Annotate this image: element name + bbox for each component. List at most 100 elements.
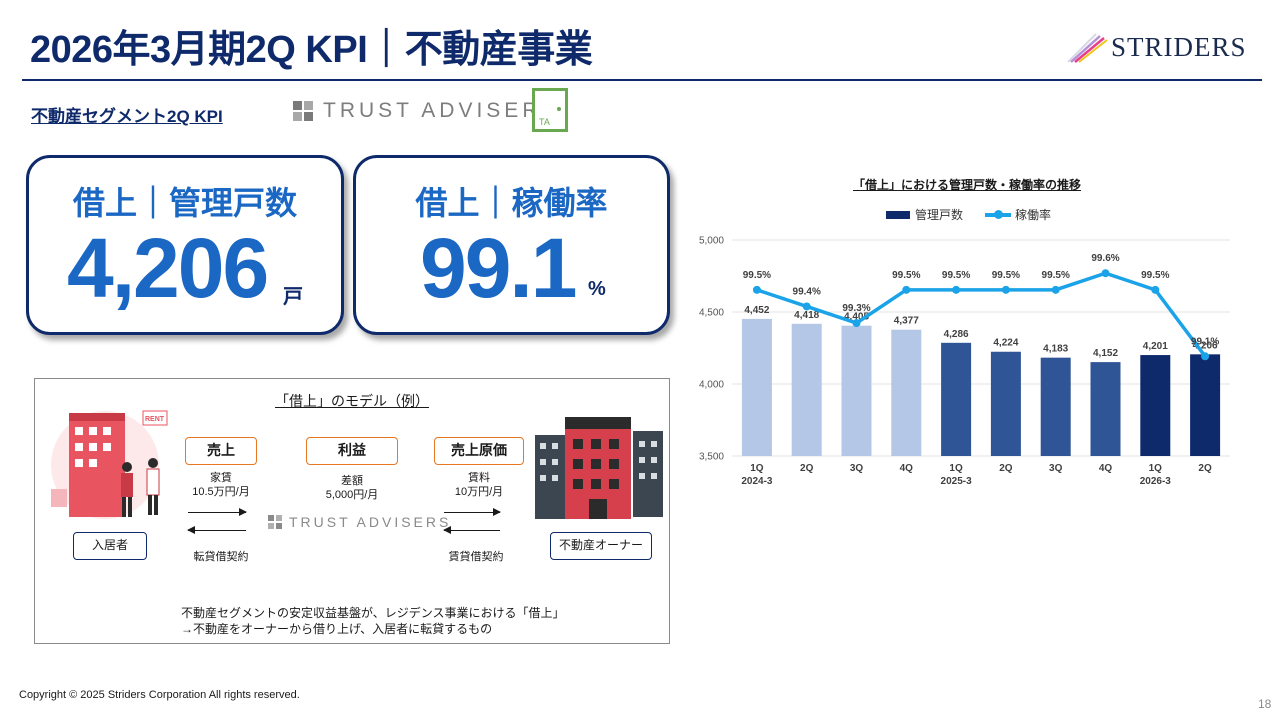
tenant-box: 入居者: [73, 532, 147, 560]
sales-note: 家賃 10.5万円/月: [192, 472, 250, 498]
ta-door-logo: TA: [532, 88, 568, 132]
y-tick-label: 5,000: [699, 236, 724, 247]
bar-value-label: 4,183: [1043, 344, 1068, 355]
kpi-label: 借上｜稼働率: [415, 185, 608, 221]
model-ta-logo: TRUST ADVISERS: [268, 514, 451, 530]
bar: [1190, 354, 1221, 456]
occupancy-point: [1201, 352, 1210, 361]
occupancy-point: [1101, 269, 1110, 278]
profit-note: 差額 5,000円/月: [325, 475, 379, 501]
legend-occupancy-label: 稼働率: [1015, 208, 1052, 222]
trust-advisers-mark-icon: [293, 101, 313, 121]
bar: [1040, 357, 1071, 456]
profit-box: 利益: [306, 437, 398, 465]
x-tick-label: 1Q: [750, 463, 764, 474]
trust-advisers-mark-icon: [268, 515, 282, 529]
bar: [891, 329, 922, 456]
bar: [1140, 355, 1171, 456]
bar-value-label: 4,152: [1093, 348, 1118, 359]
trust-advisers-text: TRUST ADVISERS: [323, 99, 560, 122]
model-ta-text: TRUST ADVISERS: [289, 514, 452, 530]
x-period-label: 2026-3: [1140, 476, 1172, 487]
kpi-value: 99.1: [420, 221, 577, 315]
chart-legend: 管理戸数 稼働率: [886, 206, 1051, 223]
sublease-arrow: [187, 526, 246, 534]
x-tick-label: 4Q: [900, 463, 914, 474]
x-tick-label: 2Q: [1198, 463, 1212, 474]
kpi-label: 借上｜管理戸数: [72, 185, 297, 221]
occupancy-point: [1051, 285, 1060, 294]
bar: [941, 342, 972, 456]
lease-arrow: [443, 526, 500, 534]
cost-box: 売上原価: [434, 437, 524, 465]
kpi-card-units: 借上｜管理戸数 4,206 戸: [26, 155, 344, 335]
model-note: 不動産セグメントの安定収益基盤が、レジデンス事業における「借上」 →不動産をオー…: [181, 606, 565, 636]
occupancy-point: [1151, 285, 1160, 294]
kpi-card-occupancy: 借上｜稼働率 99.1 %: [353, 155, 670, 335]
kpi-unit: %: [588, 278, 606, 300]
bar: [1090, 362, 1121, 456]
bar-value-label: 4,405: [844, 312, 869, 323]
occupancy-line: [756, 271, 1207, 358]
bar-value-label: 4,206: [1193, 340, 1218, 351]
title-divider: [22, 79, 1262, 81]
occupancy-label: 99.6%: [1091, 253, 1119, 264]
occupancy-point: [1001, 285, 1010, 294]
chart-title: 「借上」における管理戸数・稼働率の推移: [853, 178, 1082, 192]
occupancy-label: 99.5%: [1042, 270, 1070, 281]
x-tick-label: 2Q: [999, 463, 1013, 474]
bar-value-label: 4,452: [744, 305, 769, 316]
x-tick-label: 2Q: [800, 463, 814, 474]
sublease-model-panel: 「借上」のモデル（例） RENT 売上 利益 売上原価 家賃 10.5万円/月 …: [34, 378, 670, 644]
y-tick-label: 4,000: [699, 380, 724, 391]
bar: [841, 325, 872, 456]
x-tick-label: 1Q: [1149, 463, 1163, 474]
legend-line-swatch: [985, 209, 1012, 219]
tenant-illustration-icon: RENT: [51, 410, 168, 519]
kpi-unit: 戸: [283, 286, 303, 308]
bar: [741, 318, 772, 456]
occupancy-point: [802, 302, 811, 311]
units-occupancy-chart: 5,000 4,500 4,000 3,500 4,452 4,418 4,405 4,377…: [699, 236, 1230, 487]
x-period-label: 2024-3: [741, 476, 773, 487]
segment-heading: 不動産セグメント2Q KPI: [31, 107, 223, 126]
legend-bar-swatch: [886, 210, 910, 219]
occupancy-label: 99.5%: [743, 270, 771, 281]
legend-units-label: 管理戸数: [915, 208, 964, 222]
occupancy-label: 99.5%: [942, 270, 970, 281]
occupancy-point: [852, 319, 861, 328]
x-tick-label: 3Q: [1049, 463, 1063, 474]
bar-value-label: 4,224: [993, 338, 1018, 349]
y-tick-label: 3,500: [699, 452, 724, 463]
owner-box: 不動産オーナー: [550, 532, 652, 560]
x-period-label: 2025-3: [941, 476, 973, 487]
bar-value-label: 4,377: [894, 316, 919, 327]
trust-advisers-logo: TRUST ADVISERS: [293, 98, 560, 124]
lease-contract-label: 賃貸借契約: [448, 551, 504, 563]
bar-value-label: 4,286: [944, 329, 969, 340]
bar-value-label: 4,418: [794, 310, 819, 321]
x-tick-label: 3Q: [850, 463, 864, 474]
door-knob-icon: [557, 107, 561, 111]
kpi-value: 4,206: [67, 221, 269, 315]
occupancy-point: [752, 285, 761, 294]
occupancy-point: [902, 285, 911, 294]
brand-name: STRIDERS: [1111, 32, 1247, 62]
ta-door-text: TA: [539, 117, 550, 127]
owner-building-icon: [535, 417, 663, 519]
occupancy-label: 99.3%: [842, 303, 870, 314]
x-tick-label: 4Q: [1099, 463, 1113, 474]
payment-flow-arrow: [444, 508, 501, 516]
occupancy-point: [952, 285, 961, 294]
occupancy-label: 99.4%: [793, 286, 821, 297]
page-number: 18: [1258, 697, 1272, 711]
occupancy-label: 99.5%: [1141, 270, 1169, 281]
striders-swoosh-icon: [1067, 33, 1108, 63]
x-tick-label: 1Q: [949, 463, 963, 474]
bar: [990, 351, 1021, 456]
bar-value-label: 4,201: [1143, 341, 1168, 352]
copyright: Copyright © 2025 Striders Corporation Al…: [19, 689, 300, 701]
bar: [791, 323, 822, 456]
page-title: 2026年3月期2Q KPI｜不動産事業: [30, 29, 593, 71]
rent-flow-arrow: [188, 508, 247, 516]
